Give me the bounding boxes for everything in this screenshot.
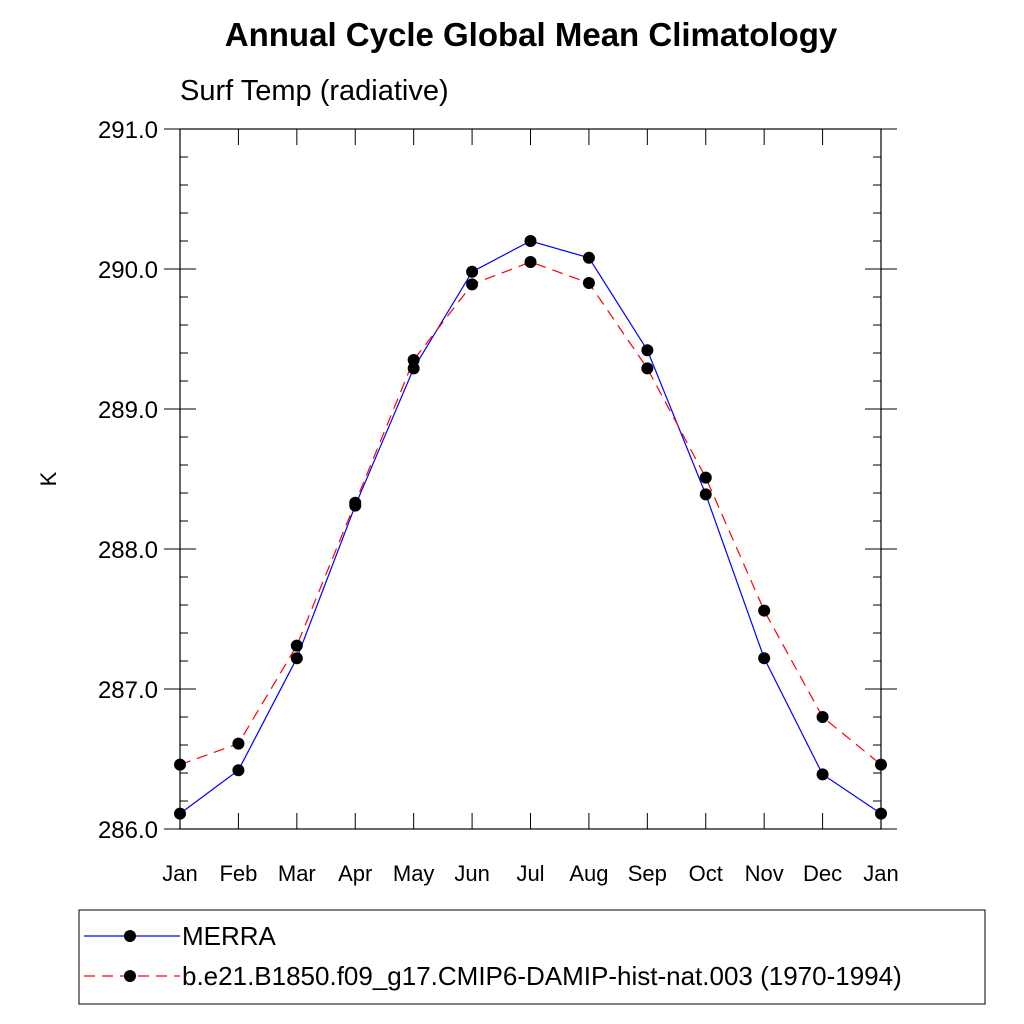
series-point-0	[758, 652, 771, 665]
x-tick-label: Oct	[689, 861, 723, 886]
axis-ticks	[164, 128, 897, 830]
series-point-0	[582, 251, 595, 264]
y-tick-label: 286.0	[98, 817, 158, 844]
x-tick-label: Apr	[338, 861, 372, 886]
legend-marker-model	[124, 970, 136, 982]
legend: MERRA b.e21.B1850.f09_g17.CMIP6-DAMIP-hi…	[78, 909, 986, 1005]
legend-marker-merra	[124, 930, 136, 942]
series-point-1	[466, 278, 479, 291]
x-tick-label: Sep	[628, 861, 667, 886]
x-tick-label: Mar	[278, 861, 316, 886]
series-lines	[179, 240, 882, 815]
series-point-1	[407, 354, 420, 366]
x-tick-labels: Jan Feb Mar Apr May Jun Jul Aug Sep Oct Nov Dec Jan	[162, 861, 898, 886]
series-point-1	[349, 496, 362, 509]
x-tick-label: Aug	[569, 861, 608, 886]
series-point-1	[582, 277, 595, 289]
legend-box	[78, 909, 986, 1005]
y-tick-label: 291.0	[98, 117, 158, 144]
series-point-0	[466, 265, 479, 278]
x-tick-label: Dec	[803, 861, 842, 886]
chart-title: Annual Cycle Global Mean Climatology	[225, 16, 838, 53]
series-point-0	[232, 764, 245, 777]
x-tick-label: May	[393, 861, 435, 886]
series-point-1	[816, 711, 829, 723]
series-line-1	[179, 261, 882, 766]
y-tick-label: 288.0	[98, 537, 158, 564]
y-axis-label: K	[36, 471, 61, 486]
series-point-1	[758, 604, 771, 617]
series-point-1	[232, 737, 245, 750]
series-point-1	[699, 471, 712, 484]
x-tick-label: Feb	[219, 861, 257, 886]
x-tick-label: Jun	[454, 861, 489, 886]
y-tick-labels: 286.0 287.0 288.0 289.0 290.0 291.0	[98, 117, 158, 844]
y-tick-label: 289.0	[98, 397, 158, 424]
series-point-1	[290, 639, 303, 652]
series-line-0	[179, 240, 882, 815]
series-point-0	[407, 362, 420, 375]
chart-subtitle: Surf Temp (radiative)	[180, 75, 449, 107]
x-tick-label: Jan	[162, 861, 197, 886]
series-point-0	[290, 652, 303, 665]
series-point-1	[641, 362, 654, 375]
series-point-0	[699, 488, 712, 501]
series-point-0	[524, 235, 537, 247]
series-points	[174, 235, 887, 820]
legend-label-model: b.e21.B1850.f09_g17.CMIP6-DAMIP-hist-nat…	[182, 961, 902, 991]
y-tick-label: 290.0	[98, 257, 158, 284]
series-point-1	[524, 256, 537, 268]
x-tick-label: Jul	[516, 861, 544, 886]
plot-frame	[179, 128, 882, 830]
x-tick-label: Jan	[863, 861, 898, 886]
y-tick-label: 287.0	[98, 677, 158, 704]
legend-label-merra: MERRA	[182, 921, 277, 951]
series-point-0	[641, 344, 654, 357]
series-point-0	[816, 768, 829, 781]
x-tick-label: Nov	[745, 861, 784, 886]
